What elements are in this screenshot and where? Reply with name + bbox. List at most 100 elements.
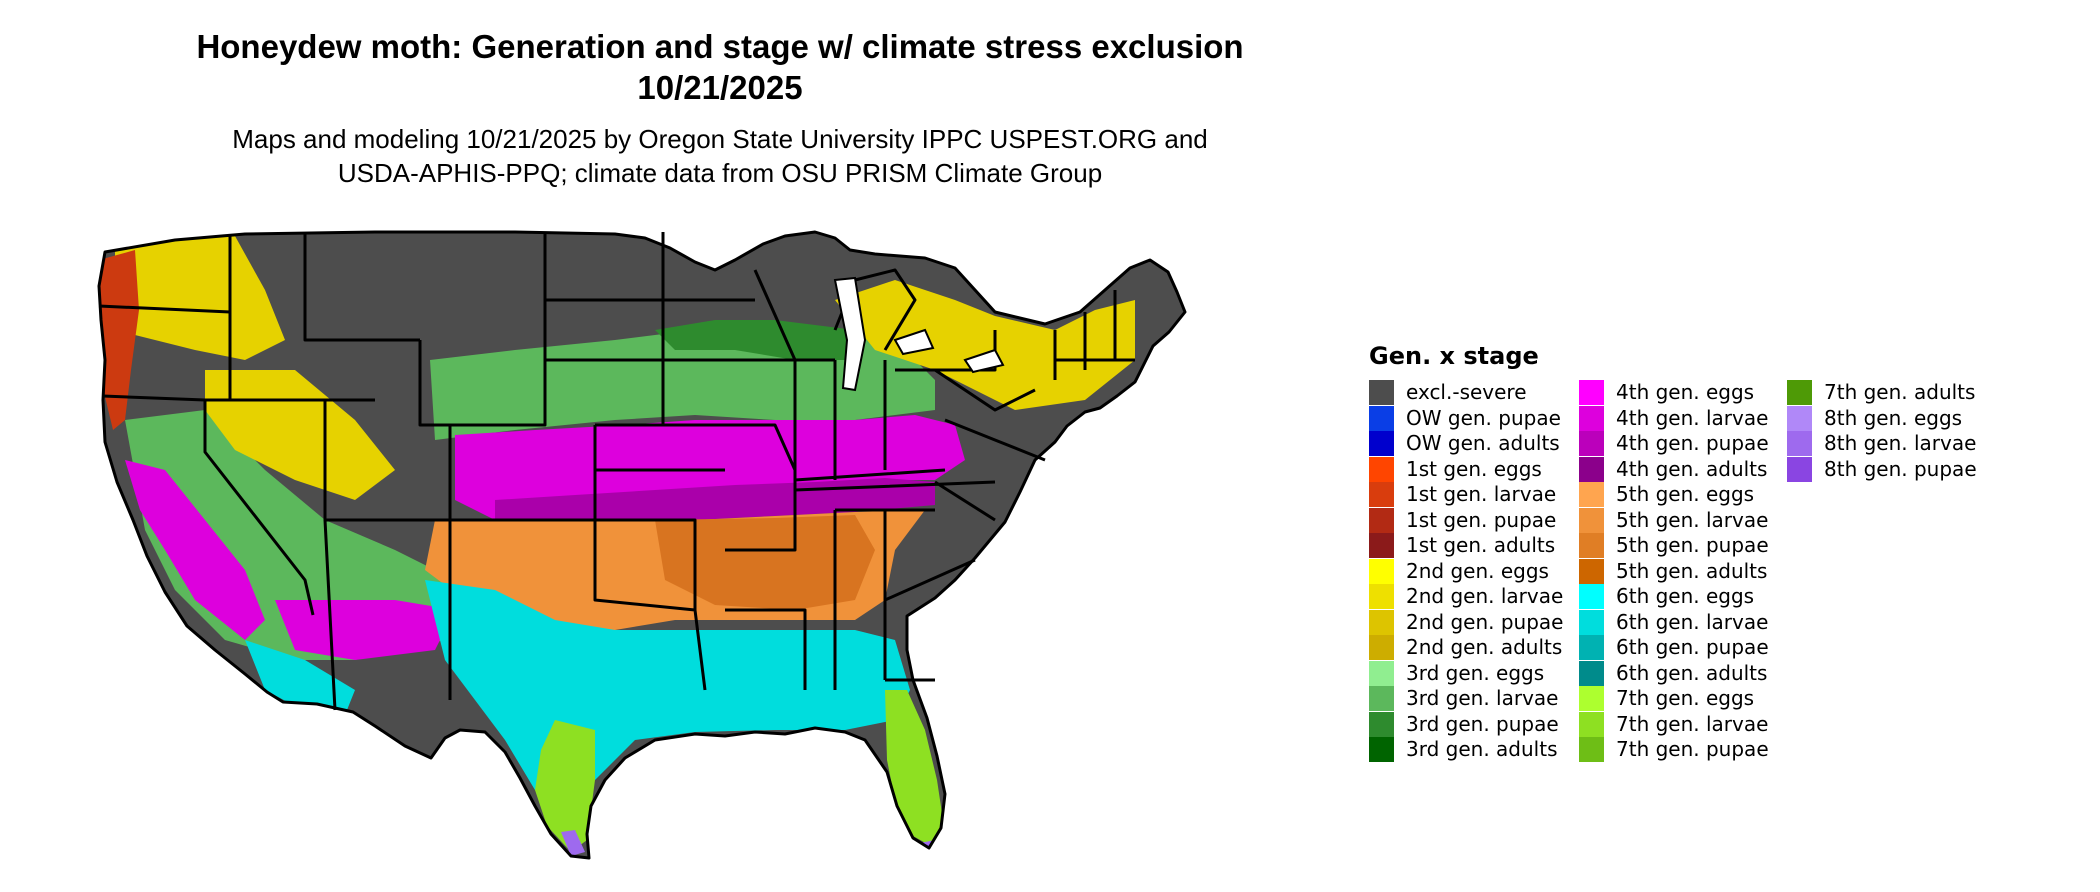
legend-item: 1st gen. pupae xyxy=(1369,507,1563,534)
legend-label: 6th gen. pupae xyxy=(1616,635,1769,660)
us-generation-stage-map xyxy=(97,230,1187,860)
legend-label: 1st gen. adults xyxy=(1406,533,1556,558)
legend-item: 2nd gen. adults xyxy=(1369,635,1563,661)
legend-label: 5th gen. pupae xyxy=(1616,533,1769,558)
region-7th-gen-texas xyxy=(535,720,595,852)
legend-item: 7th gen. adults xyxy=(1787,380,1977,406)
map-title: Honeydew moth: Generation and stage w/ c… xyxy=(130,26,1310,108)
region-5th-gen-dark xyxy=(655,515,875,610)
legend-label: 1st gen. eggs xyxy=(1406,456,1542,481)
line-new-england xyxy=(1053,290,1135,380)
line-ca-nv xyxy=(203,400,315,616)
line-tn-nc xyxy=(794,480,996,522)
legend-column: 4th gen. eggs 4th gen. larvae 4th gen. pup… xyxy=(1579,380,1769,763)
legend-swatch xyxy=(1579,533,1604,559)
map-subtitle: Maps and modeling 10/21/2025 by Oregon S… xyxy=(130,122,1310,190)
legend-label: 6th gen. eggs xyxy=(1616,584,1755,609)
legend-item: 6th gen. adults xyxy=(1579,660,1769,687)
legend-label: 2nd gen. larvae xyxy=(1406,584,1564,609)
legend-item: OW gen. adults xyxy=(1369,431,1563,457)
legend-item: 1st gen. larvae xyxy=(1369,482,1563,508)
line-mn-ia xyxy=(661,232,765,425)
legend-label: 6th gen. adults xyxy=(1616,660,1768,685)
legend-label: 7th gen. pupae xyxy=(1616,737,1769,762)
legend-item: 1st gen. adults xyxy=(1369,533,1563,559)
legend-swatch xyxy=(1369,737,1394,763)
state-boundaries xyxy=(97,230,1187,860)
line-ks-ok xyxy=(595,468,725,610)
legend-label: OW gen. pupae xyxy=(1406,405,1561,430)
legend-swatch xyxy=(1579,380,1604,406)
legend-label: 2nd gen. pupae xyxy=(1406,609,1564,634)
legend-swatch xyxy=(1369,584,1394,610)
legend-swatch xyxy=(1369,558,1394,584)
legend-label: 4th gen. adults xyxy=(1616,456,1768,481)
legend-item: 4th gen. adults xyxy=(1579,456,1769,483)
legend-label: 7th gen. eggs xyxy=(1616,686,1755,711)
legend-swatch xyxy=(1369,609,1394,635)
legend-column: excl.-severe OW gen. pupae OW gen. adults 1… xyxy=(1369,380,1563,763)
stage-regions xyxy=(99,232,1185,858)
legend-item: 2nd gen. eggs xyxy=(1369,558,1563,585)
legend-item: 3rd gen. eggs xyxy=(1369,660,1563,687)
legend-item: 2nd gen. pupae xyxy=(1369,609,1564,636)
line-or-ca xyxy=(102,394,206,402)
legend-swatch xyxy=(1369,711,1394,737)
legend-swatch xyxy=(1579,635,1604,661)
legend-label: 3rd gen. pupae xyxy=(1406,711,1559,736)
legend-label: 8th gen. larvae xyxy=(1824,431,1977,456)
legend-item: 6th gen. larvae xyxy=(1579,609,1769,636)
legend-label: 5th gen. eggs xyxy=(1616,482,1755,507)
legend-label: 8th gen. eggs xyxy=(1824,405,1963,430)
title-date: 10/21/2025 xyxy=(637,69,803,106)
legend-swatch xyxy=(1579,711,1604,737)
line-az-nm xyxy=(323,519,452,711)
legend-item: 3rd gen. adults xyxy=(1369,737,1563,763)
legend-item: 5th gen. eggs xyxy=(1579,482,1769,508)
line-va-wv xyxy=(944,418,1046,462)
legend-label: 1st gen. larvae xyxy=(1406,482,1557,507)
legend-swatch xyxy=(1579,686,1604,712)
legend-item: OW gen. pupae xyxy=(1369,405,1563,432)
region-1st-gen-coast xyxy=(99,250,139,430)
legend-label: 6th gen. larvae xyxy=(1616,609,1769,634)
line-wa-or xyxy=(98,304,231,314)
region-8th-gen-texas-tip xyxy=(561,830,585,856)
outline-us xyxy=(97,230,1187,860)
legend-swatch xyxy=(1579,507,1604,533)
legend-swatch xyxy=(1787,405,1812,431)
legend-item: 8th gen. larvae xyxy=(1787,431,1977,457)
region-7th-gen-florida xyxy=(885,690,943,846)
legend-column: 7th gen. adults 8th gen. eggs 8th gen. lar… xyxy=(1787,380,1977,482)
legend-swatch xyxy=(1579,660,1604,686)
legend-label: excl.-severe xyxy=(1406,380,1527,405)
legend-item: 8th gen. eggs xyxy=(1787,405,1977,432)
legend-swatch xyxy=(1579,609,1604,635)
great-lake-1 xyxy=(833,276,867,392)
region-2nd-gen-basin xyxy=(205,370,395,500)
legend-item: 8th gen. pupae xyxy=(1787,456,1977,483)
legend-label: 4th gen. larvae xyxy=(1616,405,1769,430)
legend-swatch xyxy=(1369,380,1394,406)
legend-swatch xyxy=(1787,431,1812,457)
legend-item: 1st gen. eggs xyxy=(1369,456,1563,483)
great-lake-3 xyxy=(963,348,1005,374)
legend-item: 4th gen. eggs xyxy=(1579,380,1769,406)
legend-label: 4th gen. pupae xyxy=(1616,431,1769,456)
legend-item: 5th gen. adults xyxy=(1579,558,1769,585)
line-nd-sd-ne xyxy=(543,232,695,427)
legend-item: 6th gen. pupae xyxy=(1579,635,1769,661)
line-in-oh-ky xyxy=(794,360,946,482)
legend-item: 3rd gen. larvae xyxy=(1369,686,1563,712)
legend-item: 7th gen. larvae xyxy=(1579,711,1769,738)
legend-label: 7th gen. adults xyxy=(1824,380,1976,405)
great-lake-2 xyxy=(893,328,935,356)
line-ut-co xyxy=(323,400,452,522)
legend-label: OW gen. adults xyxy=(1406,431,1560,456)
region-4th-gen-southwest xyxy=(275,600,455,660)
legend-swatch xyxy=(1369,686,1394,712)
legend-swatch xyxy=(1579,405,1604,431)
region-4th-gen-california xyxy=(125,460,265,640)
legend-item: 4th gen. pupae xyxy=(1579,431,1769,457)
region-3rd-gen-dark xyxy=(655,320,855,360)
